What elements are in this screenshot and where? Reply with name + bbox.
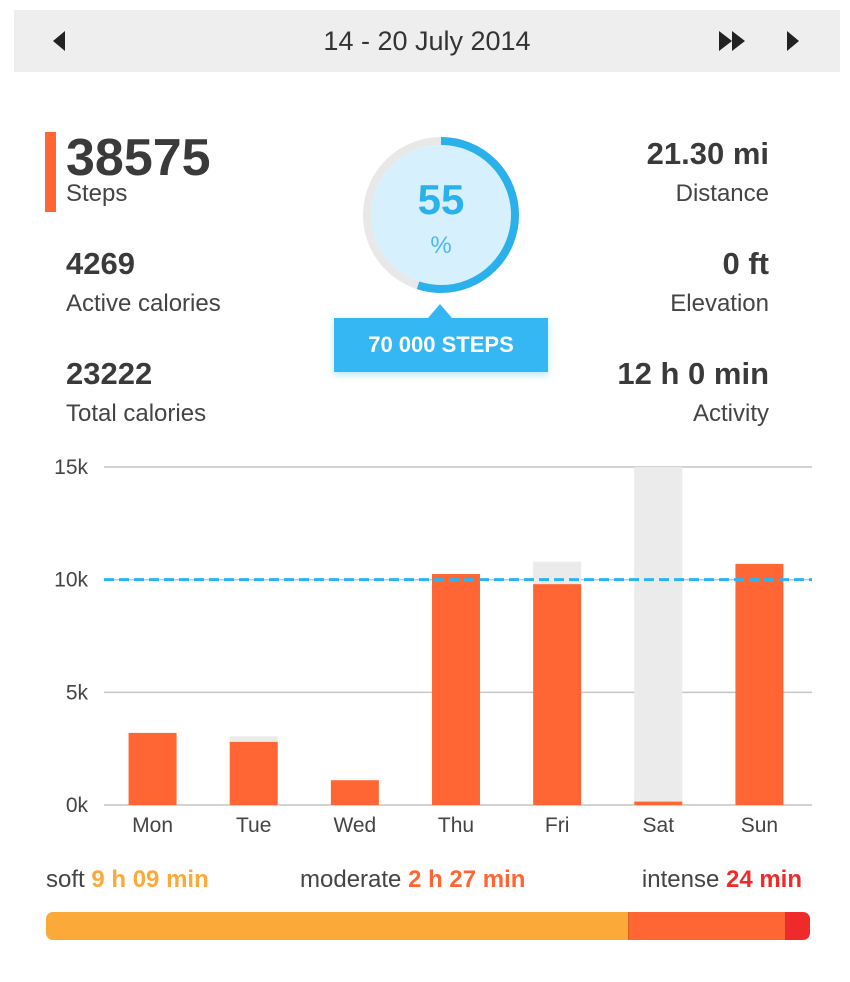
distance-value: 21.30 mi [646, 136, 769, 171]
x-tick-label: Sat [643, 814, 675, 837]
bar-steps [128, 732, 177, 805]
soft-segment [46, 912, 628, 940]
progress-unit: % [430, 232, 452, 259]
goal-badge: 70 000 STEPS [334, 318, 548, 372]
double-triangle-right-icon [719, 31, 745, 51]
soft-label: soft [46, 866, 85, 893]
x-tick-label: Fri [545, 814, 570, 837]
progress-ring: 55 % [360, 134, 522, 296]
previous-week-button[interactable] [34, 10, 84, 72]
soft-intensity: soft 9 h 09 min [46, 866, 209, 894]
moderate-label: moderate [300, 866, 402, 893]
date-range-title: 14 - 20 July 2014 [323, 26, 531, 56]
date-range-header: 14 - 20 July 2014 [14, 10, 840, 72]
moderate-value: 2 h 27 min [408, 866, 526, 893]
intense-segment [784, 912, 810, 940]
y-tick-label: 0k [66, 794, 89, 817]
distance-label: Distance [675, 180, 769, 207]
y-tick-label: 15k [54, 456, 88, 479]
bar-steps [533, 584, 582, 805]
activity-value: 12 h 0 min [617, 356, 769, 391]
x-tick-label: Tue [236, 814, 271, 837]
moderate-intensity: moderate 2 h 27 min [300, 866, 525, 894]
steps-label: Steps [66, 180, 128, 207]
progress-ring-graphic [363, 137, 519, 293]
intense-value: 24 min [725, 866, 802, 893]
x-tick-label: Wed [333, 814, 376, 837]
active-calories-label: Active calories [66, 290, 221, 317]
moderate-segment [627, 912, 785, 940]
bar-background [634, 467, 683, 805]
progress-ring-arc [363, 137, 519, 293]
elevation-value: 0 ft [722, 246, 770, 281]
steps-value: 38575 [66, 129, 211, 187]
bar-steps [229, 741, 278, 805]
soft-value: 9 h 09 min [91, 866, 209, 893]
x-tick-label: Sun [741, 814, 778, 837]
fast-forward-button[interactable] [708, 10, 758, 72]
triangle-left-icon [53, 31, 65, 51]
x-tick-label: Thu [438, 814, 474, 837]
steps-accent-bar [45, 132, 56, 212]
next-week-button[interactable] [768, 10, 818, 72]
elevation-label: Elevation [670, 290, 769, 317]
active-calories-value: 4269 [66, 246, 135, 281]
total-calories-value: 23222 [66, 356, 153, 391]
bar-steps [735, 563, 784, 805]
y-tick-label: 5k [66, 681, 89, 704]
activity-label: Activity [692, 400, 769, 427]
bar-steps [432, 574, 480, 805]
total-calories-label: Total calories [66, 400, 207, 427]
x-tick-label: Mon [132, 814, 173, 837]
steps-bar-chart: 15k 10k 5k 0k Mon Tue Wed Thu Fri Sat Sun [54, 456, 812, 837]
intensity-breakdown-bar [46, 912, 810, 940]
intense-label: intense [641, 866, 720, 893]
bar-steps [330, 780, 379, 805]
bar-steps [634, 801, 683, 805]
progress-percent: 55 [417, 176, 465, 223]
y-tick-label: 10k [54, 569, 88, 592]
goal-badge-pointer [428, 304, 452, 318]
triangle-right-icon [787, 31, 799, 51]
intense-intensity: intense 24 min [642, 866, 802, 894]
